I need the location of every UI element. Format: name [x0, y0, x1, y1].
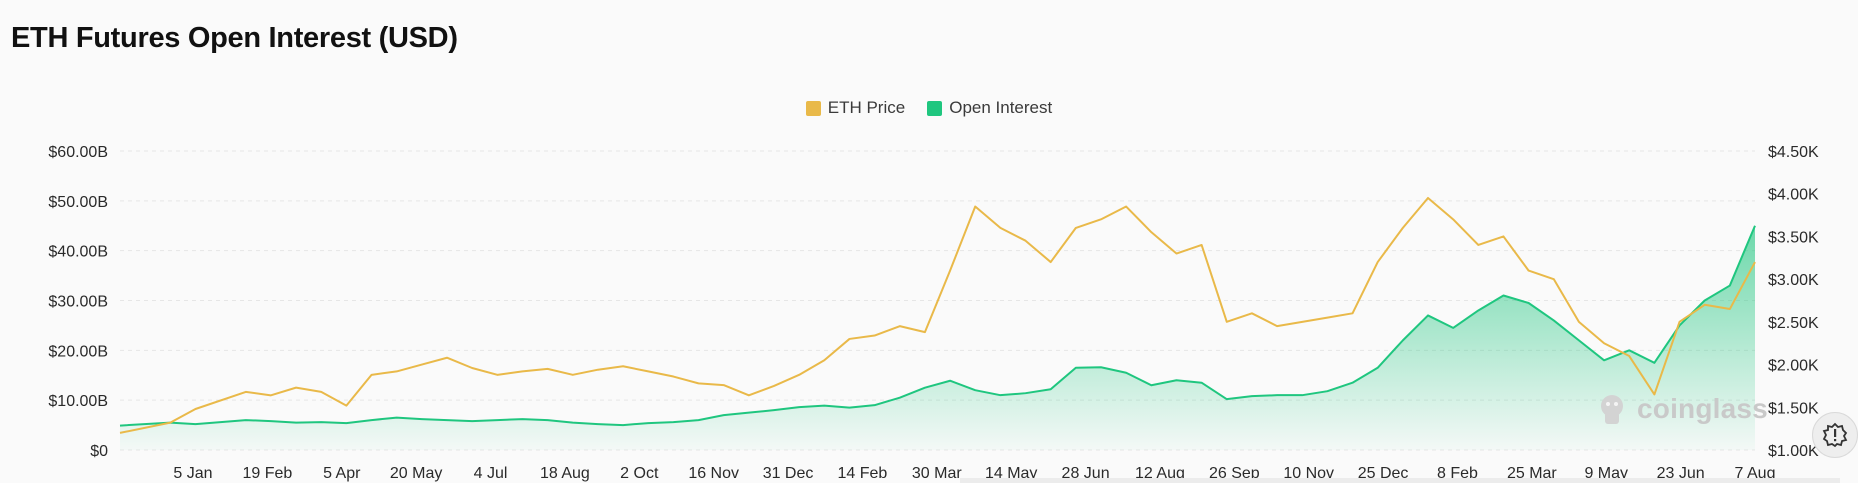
page-title: ETH Futures Open Interest (USD)	[11, 22, 458, 54]
y-right-tick-label: $3.50K	[1768, 229, 1819, 246]
x-tick-label: 18 Aug	[540, 465, 590, 482]
x-tick-label: 7 Aug	[1735, 465, 1776, 482]
coinglass-logo-icon	[1601, 395, 1623, 424]
y-left-tick-label: $60.00B	[48, 144, 108, 161]
x-tick-label: 9 May	[1584, 465, 1628, 482]
x-tick-label: 10 Nov	[1283, 465, 1334, 482]
x-tick-label: 2 Oct	[620, 465, 659, 482]
x-tick-label: 20 May	[390, 465, 442, 482]
y-right-tick-label: $1.50K	[1768, 400, 1819, 417]
y-right-tick-label: $1.00K	[1768, 443, 1819, 460]
x-tick-label: 12 Aug	[1135, 465, 1185, 482]
x-tick-label: 4 Jul	[474, 465, 508, 482]
x-axis: 5 Jan 19 Feb 5 Apr 20 May 4 Jul 18 Aug 2 Oct 16…	[173, 465, 1775, 482]
y-left-tick-label: $0	[90, 443, 108, 460]
x-tick-label: 31 Dec	[763, 465, 814, 482]
x-tick-label: 8 Feb	[1437, 465, 1478, 482]
x-tick-label: 30 Mar	[912, 465, 962, 482]
x-tick-label: 14 Feb	[838, 465, 888, 482]
coinglass-watermark: coinglass	[1595, 392, 1768, 426]
x-tick-label: 25 Dec	[1358, 465, 1409, 482]
legend-item-eth-price[interactable]: ETH Price	[805, 98, 906, 118]
y-axis-left: $0 $10.00B $20.00B $30.00B $40.00B $50.00B $60…	[48, 144, 108, 460]
legend-item-open-interest[interactable]: Open Interest	[927, 98, 1052, 118]
chart-series	[119, 196, 1756, 450]
x-tick-label: 14 May	[985, 465, 1037, 482]
y-left-tick-label: $30.00B	[48, 294, 108, 311]
scrollbar-track[interactable]	[960, 478, 1840, 483]
x-tick-label: 5 Apr	[323, 465, 361, 482]
y-left-tick-label: $40.00B	[48, 244, 108, 261]
y-left-tick-label: $50.00B	[48, 194, 108, 211]
x-tick-label: 23 Jun	[1657, 465, 1705, 482]
y-left-tick-label: $20.00B	[48, 343, 108, 360]
y-right-tick-label: $4.50K	[1768, 144, 1819, 161]
y-axis-right: $1.00K $1.50K $2.00K $2.50K $3.00K $3.50K $4.0…	[1768, 144, 1819, 460]
series-open-interest-line	[119, 225, 1756, 427]
y-right-tick-label: $3.00K	[1768, 272, 1819, 289]
legend-label-open-interest: Open Interest	[949, 98, 1053, 117]
legend-swatch-open-interest	[927, 100, 943, 116]
y-right-tick-label: $2.00K	[1768, 358, 1819, 375]
chart-legend: ETH Price Open Interest	[0, 98, 1858, 118]
series-eth-price-line	[119, 196, 1756, 434]
x-tick-label: 26 Sep	[1209, 465, 1260, 482]
y-left-tick-label: $10.00B	[48, 393, 108, 410]
legend-swatch-eth-price	[805, 100, 821, 116]
help-button[interactable]	[1812, 412, 1858, 458]
x-tick-label: 5 Jan	[173, 465, 212, 482]
x-tick-label: 16 Nov	[688, 465, 739, 482]
alert-icon	[1822, 422, 1848, 448]
x-tick-label: 19 Feb	[242, 465, 292, 482]
legend-label-eth-price: ETH Price	[827, 98, 906, 117]
y-right-tick-label: $2.50K	[1768, 315, 1819, 332]
watermark-text: coinglass	[1637, 393, 1768, 424]
y-right-tick-label: $4.00K	[1768, 187, 1819, 204]
x-tick-label: 25 Mar	[1507, 465, 1557, 482]
x-tick-label: 28 Jun	[1062, 465, 1110, 482]
series-open-interest-area	[120, 225, 1755, 450]
